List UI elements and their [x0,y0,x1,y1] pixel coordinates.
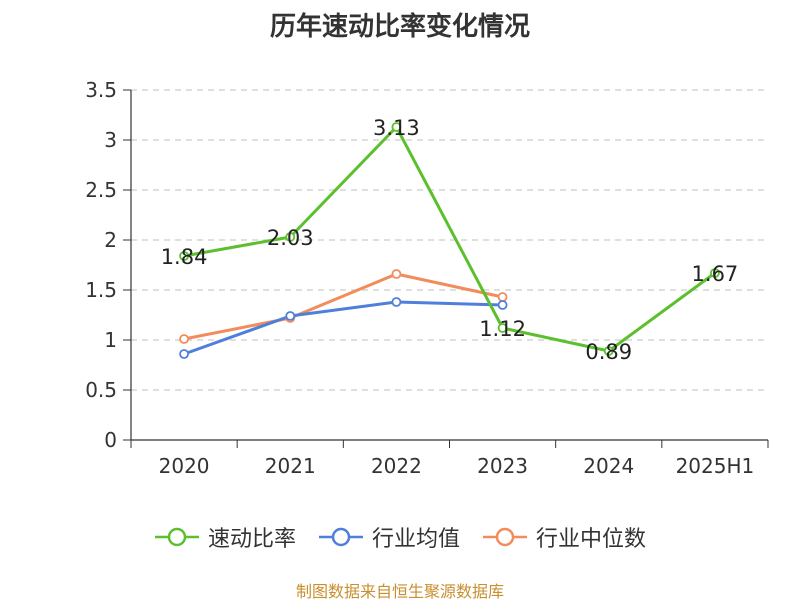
x-tick-label: 2021 [265,454,316,478]
y-tick-label: 1 [104,328,117,352]
x-tick-label: 2024 [583,454,634,478]
y-tick-label: 3.5 [85,78,117,102]
data-point [710,268,720,278]
x-tick-label: 2022 [371,454,422,478]
legend-item-series-1[interactable]: 行业均值 [318,521,460,553]
x-tick-label: 2020 [159,454,210,478]
legend-marker-series-2 [483,527,527,547]
data-point [497,300,508,310]
x-tick-label: 2023 [477,454,528,478]
series-lines [183,125,716,356]
data-label: 3.13 [373,116,420,140]
y-tick-label: 2 [104,228,117,252]
axes: 0 0.5 1 1.5 2 2.5 3 3.5 2020 2021 2022 2023 2024 2025… [85,78,769,478]
data-label: 1.12 [479,317,526,341]
source-note: 制图数据来自恒生聚源数据库 [295,582,504,601]
y-tick-label: 0.5 [85,378,117,402]
legend-item-series-2[interactable]: 行业中位数 [482,521,646,553]
data-point [603,346,614,356]
legend-marker-series-0 [154,527,199,547]
data-point [179,251,189,261]
data-labels: 1.84 2.03 3.13 1.12 0.89 1.67 [161,116,739,364]
data-point [391,297,402,307]
data-point [285,232,296,242]
y-tick-label: 1.5 [85,278,117,302]
data-point [497,323,508,333]
legend-item-series-0[interactable]: 速动比率 [154,521,296,553]
grid-lines [131,89,768,391]
data-label: 2.03 [267,226,314,250]
data-point [179,334,189,344]
y-tick-label: 2.5 [85,178,117,202]
series-line-0 [183,125,716,353]
y-tick-label: 3 [104,128,117,152]
legend-label: 速动比率 [207,527,296,552]
data-label: 0.89 [585,340,632,364]
y-tick-label: 0 [104,428,117,452]
data-point [285,311,296,321]
legend-marker-series-1 [318,527,363,547]
series-points [179,122,720,359]
data-label: 1.67 [692,262,739,286]
x-tick-label: 2025H1 [676,454,755,478]
legend: 速动比率 行业均值 行业中位数 [0,522,800,552]
series-line-2 [183,272,503,341]
chart-title: 历年速动比率变化情况 [269,12,530,42]
data-point [497,292,508,302]
series-line-1 [183,300,503,356]
data-label: 1.84 [161,245,208,269]
data-point [391,122,402,132]
legend-label: 行业中位数 [536,527,647,552]
data-point [179,349,189,359]
data-point [391,269,402,279]
legend-label: 行业均值 [371,527,460,552]
